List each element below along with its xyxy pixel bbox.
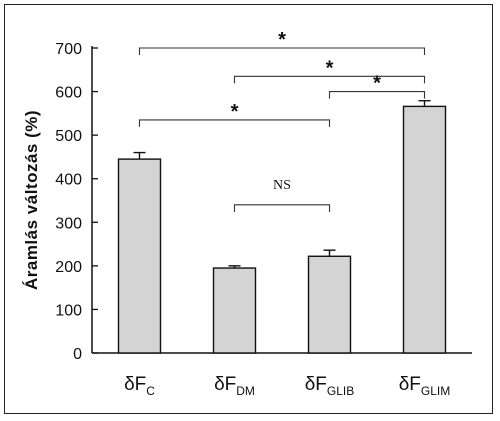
significance-label: NS bbox=[273, 178, 291, 193]
bar bbox=[307, 255, 352, 354]
significance-label: * bbox=[373, 73, 381, 95]
x-tick-label: δFGLIM bbox=[399, 374, 451, 398]
significance-bracket bbox=[138, 47, 426, 55]
y-tick-label: 100 bbox=[55, 302, 82, 319]
y-tick-label: 400 bbox=[55, 172, 82, 189]
y-axis-label: Áramlás változás (%) bbox=[22, 110, 41, 290]
bar bbox=[212, 267, 257, 354]
y-tick-label: 0 bbox=[73, 346, 82, 363]
significance-label: * bbox=[231, 101, 239, 123]
significance-label: * bbox=[326, 57, 334, 79]
significance-label: * bbox=[278, 29, 286, 51]
y-tick-label: 500 bbox=[55, 128, 82, 145]
bar bbox=[117, 158, 162, 354]
significance-bracket bbox=[138, 119, 331, 127]
x-tick-label: δFDM bbox=[214, 374, 255, 398]
x-tick-label: δFGLIB bbox=[305, 374, 355, 398]
x-tick-label: δFC bbox=[124, 374, 155, 398]
y-tick-label: 300 bbox=[55, 215, 82, 232]
significance-bracket bbox=[328, 91, 426, 99]
significance-bracket bbox=[233, 75, 426, 84]
y-tick-label: 700 bbox=[55, 41, 82, 58]
y-tick-label: 600 bbox=[55, 85, 82, 102]
significance-bracket bbox=[233, 204, 331, 212]
bar bbox=[402, 105, 447, 354]
y-tick-label: 200 bbox=[55, 259, 82, 276]
